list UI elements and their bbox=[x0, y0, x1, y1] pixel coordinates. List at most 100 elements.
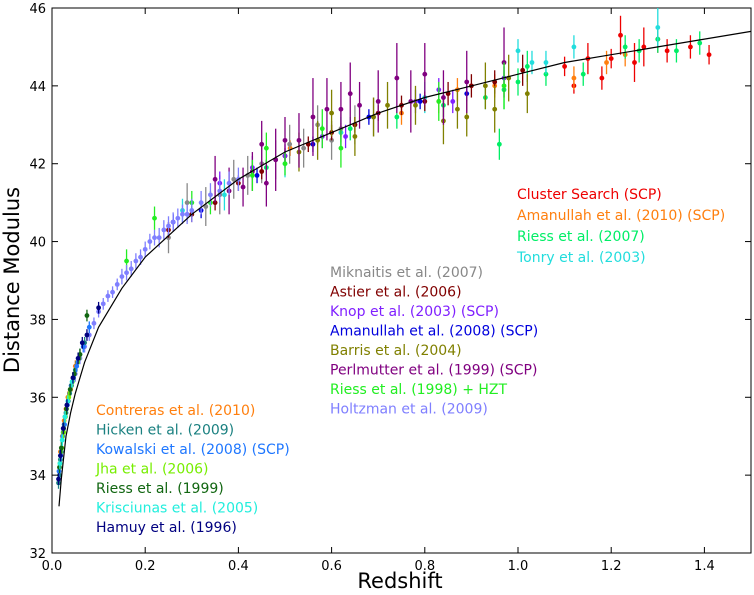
data-point bbox=[441, 95, 446, 100]
data-point bbox=[57, 453, 63, 459]
series-11 bbox=[72, 167, 241, 382]
data-point bbox=[79, 340, 85, 346]
data-point bbox=[608, 56, 614, 62]
data-point bbox=[571, 75, 577, 81]
axis-ticks: 0.0 0.2 0.4 0.6 0.8 1.0 1.2 1.4 32 34 36 38 40 42 44 46 bbox=[29, 2, 751, 574]
data-point bbox=[161, 227, 167, 233]
data-point bbox=[259, 141, 265, 147]
data-point bbox=[184, 211, 190, 217]
data-layer bbox=[56, 8, 712, 489]
y-tick-label: 38 bbox=[29, 313, 46, 328]
data-point bbox=[67, 387, 73, 392]
data-point bbox=[231, 176, 237, 182]
data-point bbox=[263, 180, 269, 186]
data-point bbox=[697, 40, 703, 46]
data-point bbox=[515, 48, 521, 54]
data-point bbox=[208, 192, 213, 198]
data-point bbox=[641, 44, 647, 50]
data-point bbox=[394, 114, 400, 120]
data-point bbox=[282, 137, 288, 143]
data-point bbox=[413, 102, 418, 108]
data-point bbox=[674, 48, 679, 54]
data-point bbox=[394, 75, 400, 81]
legend-entry: Knop et al. (2003) (SCP) bbox=[330, 304, 499, 320]
data-point bbox=[604, 60, 609, 65]
legend-entry: Contreras et al. (2010) bbox=[96, 403, 255, 419]
legend-group-lower-left: Contreras et al. (2010) Hicken et al. (20… bbox=[95, 403, 290, 536]
data-point bbox=[543, 60, 549, 65]
legend-entry: Amanullah et al. (2010) (SCP) bbox=[517, 208, 725, 224]
y-tick-label: 36 bbox=[29, 391, 46, 406]
data-point bbox=[175, 215, 181, 221]
y-tick-label: 40 bbox=[29, 236, 46, 251]
data-point bbox=[58, 445, 64, 451]
data-point bbox=[166, 223, 171, 229]
data-point bbox=[515, 79, 521, 85]
x-tick-label: 1.4 bbox=[694, 559, 715, 574]
data-point bbox=[124, 270, 129, 276]
model-curve-layer bbox=[58, 30, 752, 507]
data-point bbox=[64, 402, 70, 408]
data-point bbox=[96, 305, 101, 311]
data-point bbox=[84, 313, 90, 318]
data-point bbox=[496, 141, 502, 147]
data-point bbox=[688, 44, 693, 50]
data-point bbox=[91, 320, 97, 326]
data-point bbox=[110, 289, 115, 295]
series-4 bbox=[166, 97, 376, 254]
legend-entry: Amanullah et al. (2008) (SCP) bbox=[330, 324, 538, 340]
data-point bbox=[338, 106, 344, 112]
data-point bbox=[263, 145, 269, 151]
data-point bbox=[240, 184, 246, 190]
data-point bbox=[417, 99, 423, 104]
data-point bbox=[114, 281, 120, 287]
legend-entry: Jha et al. (2006) bbox=[95, 462, 209, 478]
data-point bbox=[664, 48, 670, 54]
y-tick-label: 42 bbox=[29, 158, 46, 173]
data-point bbox=[254, 172, 260, 178]
legend-entry: Krisciunas et al. (2005) bbox=[96, 501, 258, 517]
data-point bbox=[375, 99, 381, 104]
legend-entry: Hicken et al. (2009) bbox=[96, 423, 234, 439]
data-point bbox=[249, 172, 255, 178]
data-point bbox=[347, 91, 353, 97]
data-point bbox=[319, 126, 325, 132]
model-curve bbox=[58, 30, 752, 507]
data-point bbox=[482, 83, 488, 89]
data-point bbox=[324, 106, 330, 112]
data-point bbox=[501, 83, 507, 89]
data-point bbox=[70, 375, 76, 381]
x-tick-label: 0.2 bbox=[135, 559, 156, 574]
data-point bbox=[56, 476, 61, 482]
data-point bbox=[329, 110, 334, 116]
data-point bbox=[147, 239, 153, 244]
data-point bbox=[352, 134, 358, 139]
data-point bbox=[282, 161, 288, 167]
legend-entry: Tonry et al. (2003) bbox=[516, 250, 646, 266]
data-point bbox=[599, 75, 605, 81]
legend-entry: Riess et al. (2007) bbox=[517, 229, 645, 245]
x-tick-label: 0.6 bbox=[321, 559, 342, 574]
data-point bbox=[105, 293, 111, 299]
x-axis-title: Redshift bbox=[357, 569, 442, 593]
series-2 bbox=[263, 25, 703, 176]
x-tick-label: 0.8 bbox=[414, 559, 435, 574]
data-point bbox=[347, 126, 353, 132]
data-point bbox=[142, 246, 148, 252]
legend-entry: Cluster Search (SCP) bbox=[517, 187, 662, 203]
legend: Cluster Search (SCP) Amanullah et al. (20… bbox=[95, 187, 725, 536]
legend-group-center: Miknaitis et al. (2007) Astier et al. (20… bbox=[330, 265, 538, 418]
data-point bbox=[212, 176, 218, 182]
legend-entry: Kowalski et al. (2008) (SCP) bbox=[96, 442, 290, 458]
data-point bbox=[133, 258, 139, 264]
data-point bbox=[222, 192, 227, 198]
x-tick-label: 0.0 bbox=[42, 559, 63, 574]
data-point bbox=[529, 60, 535, 65]
data-point bbox=[86, 324, 92, 330]
data-point bbox=[156, 235, 162, 241]
legend-entry: Holtzman et al. (2009) bbox=[330, 402, 488, 418]
data-point bbox=[74, 363, 80, 369]
data-point bbox=[706, 52, 712, 58]
data-point bbox=[492, 106, 498, 112]
data-point bbox=[464, 114, 470, 120]
